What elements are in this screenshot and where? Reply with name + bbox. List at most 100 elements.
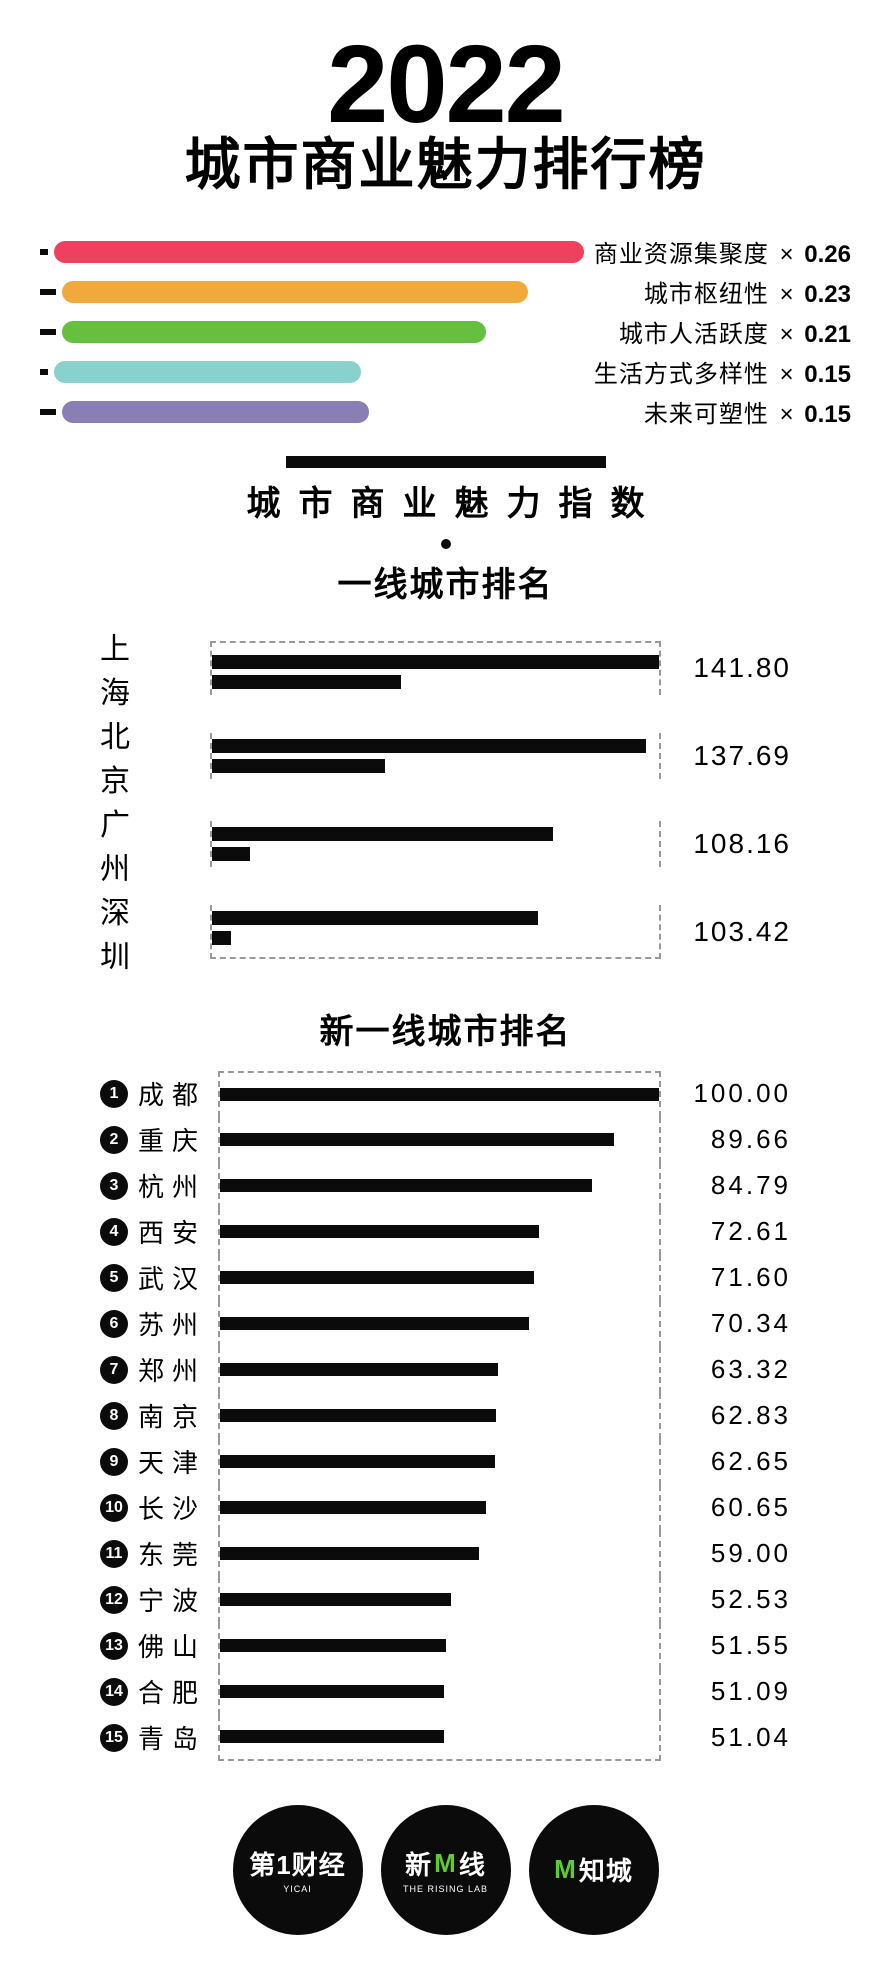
new-tier-score: 62.83 — [661, 1400, 791, 1431]
new-tier-row: 15 青岛 51.04 — [40, 1715, 851, 1761]
tier1-bar-bottom — [212, 759, 385, 773]
new-tier-row: 14 合肥 51.09 — [40, 1669, 851, 1715]
rank-badge: 3 — [100, 1172, 128, 1200]
tier1-chart: 上海141.80北京137.69广州 108.16 深圳 103.42 — [40, 624, 851, 976]
logo-rising-lab: 新 M 线 THE RISING LAB — [381, 1805, 511, 1935]
new-tier-bar — [220, 1409, 496, 1422]
new-tier-bar — [220, 1317, 529, 1330]
new-tier-city-label: 青岛 — [138, 1719, 218, 1756]
new-tier-row: 2重庆89.66 — [40, 1117, 851, 1163]
weight-label: 商业资源集聚度 × 0.26 — [584, 234, 851, 269]
new-tier-city-label: 合肥 — [138, 1673, 218, 1710]
new-tier-city-label: 南京 — [138, 1397, 218, 1434]
weight-bar — [62, 281, 528, 303]
tier1-city-label: 深圳 — [100, 888, 210, 976]
new-tier-bar — [220, 1363, 498, 1376]
new-tier-bar — [220, 1133, 614, 1146]
new-tier-score: 70.34 — [661, 1308, 791, 1339]
tier1-bar-bottom — [212, 847, 250, 861]
new-tier-row: 12 宁波 52.53 — [40, 1577, 851, 1623]
new-tier-row: 6 苏州 70.34 — [40, 1301, 851, 1347]
tier1-score: 103.42 — [661, 916, 791, 948]
rule-icon — [286, 456, 606, 468]
tick-icon — [40, 409, 56, 415]
new-tier-score: 71.60 — [661, 1262, 791, 1293]
new-tier-city-label: 苏州 — [138, 1305, 218, 1342]
new-tier-chart: 1成都100.002重庆89.663杭州84.794西安72.615武汉71.6… — [40, 1071, 851, 1761]
new-tier-bar — [220, 1271, 534, 1284]
logo-zhicheng: M 知城 — [529, 1805, 659, 1935]
new-tier-row: 11 东莞 59.00 — [40, 1531, 851, 1577]
tier1-score: 108.16 — [661, 828, 791, 860]
new-tier-title: 新一线城市排名 — [40, 1004, 851, 1053]
header-subtitle: 城市商业魅力排行榜 — [40, 134, 851, 196]
index-title: 城市商业魅力指数 — [40, 476, 851, 525]
new-tier-row: 4西安72.61 — [40, 1209, 851, 1255]
new-tier-row: 7郑州63.32 — [40, 1347, 851, 1393]
dot-icon — [441, 539, 451, 549]
tier1-bar-top — [212, 739, 646, 753]
rank-badge: 7 — [100, 1356, 128, 1384]
new-tier-score: 51.04 — [661, 1722, 791, 1753]
tier1-city-label: 北京 — [100, 712, 210, 800]
new-tier-city-label: 重庆 — [138, 1121, 218, 1158]
weight-label: 城市人活跃度 × 0.21 — [592, 314, 851, 349]
tier1-bar-top — [212, 827, 553, 841]
new-tier-score: 60.65 — [661, 1492, 791, 1523]
tier1-row: 北京137.69 — [40, 712, 851, 800]
new-tier-score: 51.55 — [661, 1630, 791, 1661]
new-tier-bar — [220, 1455, 495, 1468]
new-tier-bar — [220, 1501, 486, 1514]
weight-row: 城市枢纽性 × 0.23 — [40, 272, 851, 312]
new-tier-bar — [220, 1225, 539, 1238]
weight-bar — [62, 321, 486, 343]
rank-badge: 11 — [100, 1540, 128, 1568]
new-tier-bar — [220, 1639, 446, 1652]
weight-bar — [54, 361, 361, 383]
new-tier-row: 8 南京 62.83 — [40, 1393, 851, 1439]
tick-icon — [40, 289, 56, 295]
new-tier-score: 84.79 — [661, 1170, 791, 1201]
new-tier-score: 52.53 — [661, 1584, 791, 1615]
new-tier-score: 51.09 — [661, 1676, 791, 1707]
weight-row: 生活方式多样性 × 0.15 — [40, 352, 851, 392]
new-tier-city-label: 佛山 — [138, 1627, 218, 1664]
tier1-row: 广州 108.16 — [40, 800, 851, 888]
rank-badge: 10 — [100, 1494, 128, 1522]
weight-row: 商业资源集聚度 × 0.26 — [40, 232, 851, 272]
rank-badge: 5 — [100, 1264, 128, 1292]
new-tier-score: 89.66 — [661, 1124, 791, 1155]
tier1-bar-top — [212, 911, 538, 925]
weight-label: 城市枢纽性 × 0.23 — [592, 274, 851, 309]
tick-icon — [40, 329, 56, 335]
rank-badge: 12 — [100, 1586, 128, 1614]
tier1-row: 上海141.80 — [40, 624, 851, 712]
tier1-bar-bottom — [212, 675, 401, 689]
new-tier-city-label: 宁波 — [138, 1581, 218, 1618]
rank-badge: 14 — [100, 1678, 128, 1706]
weights-legend: 商业资源集聚度 × 0.26 城市枢纽性 × 0.23 城市人活跃度 × 0.21 生… — [40, 232, 851, 432]
tier1-title: 一线城市排名 — [40, 557, 851, 606]
rank-badge: 8 — [100, 1402, 128, 1430]
tier1-city-label: 上海 — [100, 624, 210, 712]
new-tier-city-label: 东莞 — [138, 1535, 218, 1572]
weight-bar — [54, 241, 584, 263]
new-tier-bar — [220, 1547, 479, 1560]
new-tier-row: 1成都100.00 — [40, 1071, 851, 1117]
weight-row: 未来可塑性 × 0.15 — [40, 392, 851, 432]
new-tier-city-label: 郑州 — [138, 1351, 218, 1388]
new-tier-bar — [220, 1685, 444, 1698]
new-tier-bar — [220, 1088, 659, 1101]
rank-badge: 15 — [100, 1724, 128, 1752]
tier1-bar-top — [212, 655, 659, 669]
weight-label: 生活方式多样性 × 0.15 — [584, 354, 851, 389]
new-tier-score: 72.61 — [661, 1216, 791, 1247]
new-tier-score: 59.00 — [661, 1538, 791, 1569]
new-tier-bar — [220, 1179, 592, 1192]
rank-badge: 1 — [100, 1080, 128, 1108]
rank-badge: 6 — [100, 1310, 128, 1338]
new-tier-row: 5武汉71.60 — [40, 1255, 851, 1301]
new-tier-bar — [220, 1730, 444, 1743]
rank-badge: 4 — [100, 1218, 128, 1246]
tier1-city-label: 广州 — [100, 800, 210, 888]
